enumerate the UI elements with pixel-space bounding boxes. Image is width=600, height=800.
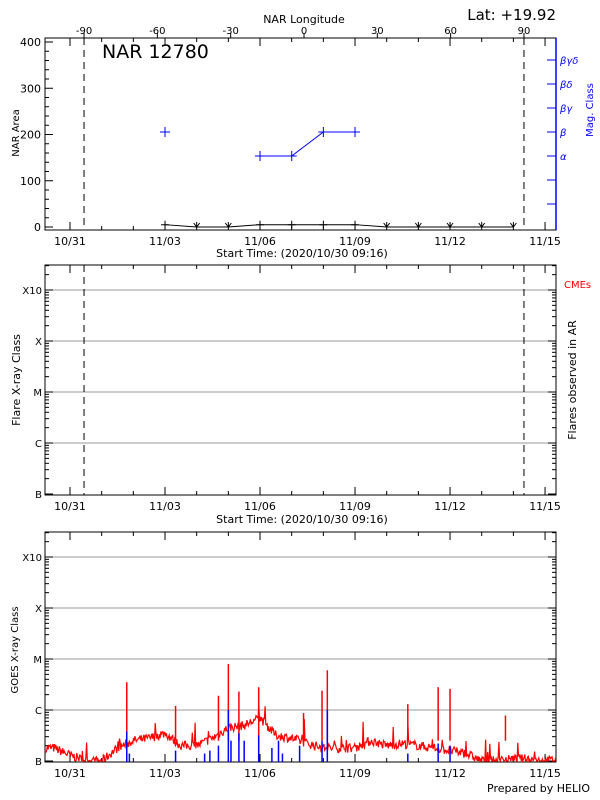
flare-class-ylabel: Flare X-ray Class xyxy=(10,334,23,426)
y-tick-label: C xyxy=(35,706,42,717)
longitude-tick-label: 60 xyxy=(444,26,457,37)
x-tick-label: 11/06 xyxy=(244,500,276,513)
nar-area-point xyxy=(319,220,328,229)
lat-label: Lat: +19.92 xyxy=(467,6,556,24)
x-tick-label: 11/15 xyxy=(529,767,561,780)
y-tick-label: X xyxy=(35,604,42,615)
plot-frame xyxy=(44,37,557,231)
nar-title: NAR 12780 xyxy=(102,41,209,63)
y-tick-label: X xyxy=(35,337,42,348)
x-tick-label: 11/15 xyxy=(529,235,561,248)
longitude-tick-label: -90 xyxy=(76,26,92,37)
top-axis-label: NAR Longitude xyxy=(263,13,345,26)
y-tick-label: B xyxy=(35,757,42,768)
mag-class-point xyxy=(286,151,297,161)
x-tick-label: 11/09 xyxy=(339,767,371,780)
longitude-tick-label: -30 xyxy=(223,26,239,37)
x-tick-label: 11/12 xyxy=(434,235,466,248)
mag-class-tick-label: β xyxy=(559,128,567,139)
nar-area-point xyxy=(193,222,201,228)
mag-class-tick-label: α xyxy=(560,152,567,163)
nar-area-point xyxy=(414,222,422,228)
nar-xlabel: Start Time: (2020/10/30 09:16) xyxy=(216,247,388,260)
x-tick-label: 11/03 xyxy=(149,767,181,780)
longitude-tick-label: 30 xyxy=(371,26,384,37)
nar-area-point xyxy=(446,222,454,228)
x-tick-label: 10/31 xyxy=(54,235,86,248)
y-tick-label: B xyxy=(35,490,42,501)
y-tick-label: 400 xyxy=(20,36,41,49)
x-tick-label: 10/31 xyxy=(54,767,86,780)
nar-area-point xyxy=(383,222,391,228)
mag-class-line xyxy=(260,131,356,157)
x-tick-label: 10/31 xyxy=(54,500,86,513)
goes-flux-curve xyxy=(45,703,557,764)
mag-class-tick-label: βδ xyxy=(559,80,573,91)
nar-area-ylabel: NAR Area xyxy=(11,109,22,156)
plot-frame xyxy=(44,264,557,496)
mag-class-point xyxy=(350,127,361,137)
y-tick-label: M xyxy=(33,655,42,666)
nar-area-point xyxy=(224,222,232,228)
x-tick-label: 11/09 xyxy=(339,235,371,248)
x-tick-label: 11/09 xyxy=(339,500,371,513)
nar-area-point xyxy=(161,220,170,229)
nar-area-point xyxy=(256,220,265,229)
x-tick-label: 11/06 xyxy=(244,767,276,780)
plot-frame xyxy=(44,531,557,763)
cme-legend: CMEs xyxy=(564,280,591,291)
longitude-tick-label: -60 xyxy=(149,26,165,37)
y-tick-label: C xyxy=(35,439,42,450)
nar-area-line xyxy=(164,224,514,228)
y-tick-label: M xyxy=(33,388,42,399)
nar-area-point xyxy=(509,222,517,228)
x-tick-label: 11/06 xyxy=(244,235,276,248)
y-tick-label: 0 xyxy=(34,221,41,234)
x-tick-label: 11/12 xyxy=(434,500,466,513)
x-tick-label: 11/03 xyxy=(149,500,181,513)
y-tick-label: X10 xyxy=(22,286,42,297)
goes-ylabel: GOES X-ray Class xyxy=(10,606,21,693)
mag-class-point xyxy=(255,151,266,161)
nar-area-point xyxy=(287,220,296,229)
mag-class-point xyxy=(318,127,329,137)
mag-class-point xyxy=(160,127,171,137)
nar-area-point xyxy=(478,222,486,228)
credit: Prepared by HELIO xyxy=(487,782,590,795)
y-tick-label: 100 xyxy=(20,175,41,188)
nar-area-point xyxy=(351,220,360,229)
mag-class-tick-label: βγ xyxy=(559,104,573,115)
longitude-tick-label: 0 xyxy=(301,26,307,37)
mag-class-ylabel: Mag. Class xyxy=(585,83,596,137)
longitude-tick-label: 90 xyxy=(518,26,531,37)
x-tick-label: 11/12 xyxy=(434,767,466,780)
x-tick-label: 11/15 xyxy=(529,500,561,513)
y-tick-label: 300 xyxy=(20,82,41,95)
y-tick-label: 200 xyxy=(20,129,41,142)
y-tick-label: X10 xyxy=(22,553,42,564)
flares-observed-ylabel: Flares observed in AR xyxy=(566,320,579,440)
x-tick-label: 11/03 xyxy=(149,235,181,248)
flares-xlabel: Start Time: (2020/10/30 09:16) xyxy=(216,513,388,526)
mag-class-tick-label: βγδ xyxy=(559,56,578,67)
